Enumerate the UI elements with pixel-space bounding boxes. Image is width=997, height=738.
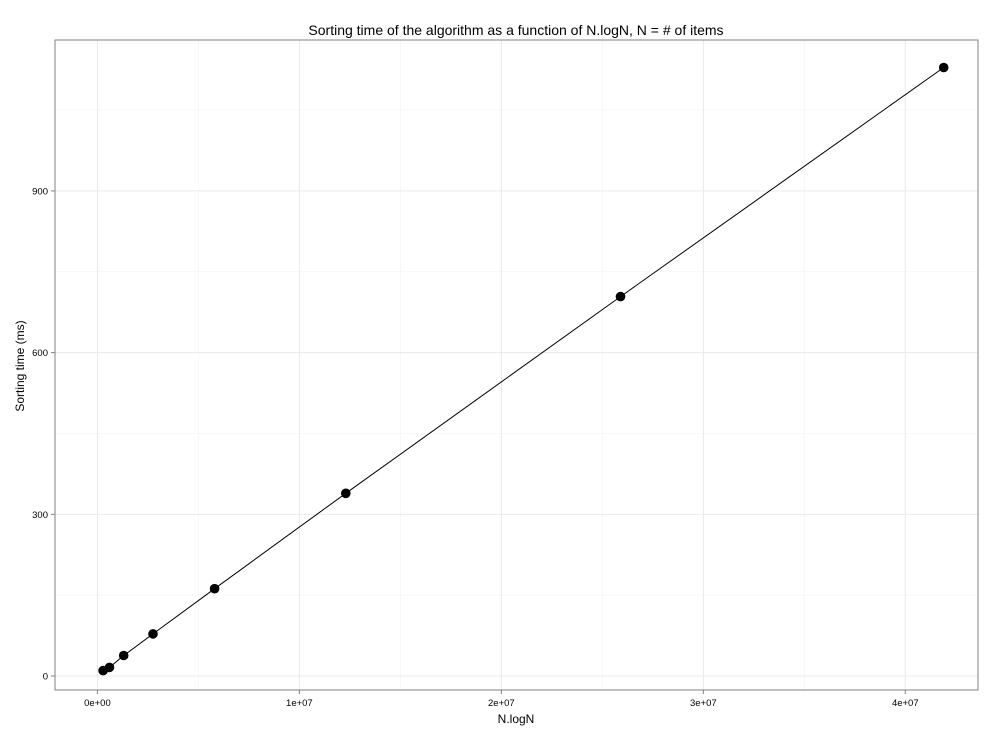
x-tick-label: 1e+07 xyxy=(286,698,313,709)
x-tick-label: 2e+07 xyxy=(488,698,515,709)
x-tick-label: 3e+07 xyxy=(690,698,717,709)
data-point xyxy=(148,629,158,639)
y-axis-title: Sorting time (ms) xyxy=(13,320,27,411)
plot-panel-border xyxy=(54,39,979,691)
data-point xyxy=(615,291,626,302)
y-tick-label: 0 xyxy=(43,671,48,682)
y-tick-label: 900 xyxy=(32,186,48,197)
data-point xyxy=(104,662,115,673)
data-point xyxy=(118,650,129,661)
data-point xyxy=(938,62,949,73)
data-point xyxy=(341,488,351,499)
y-tick-label: 300 xyxy=(32,510,48,521)
chart-title: Sorting time of the algorithm as a funct… xyxy=(308,22,723,38)
plot-area: 0e+00 1e+07 2e+07 3e+07 4e+07 0 300 600 900 xyxy=(32,39,979,709)
x-axis-title: N.logN xyxy=(498,712,535,726)
x-tick-label: 4e+07 xyxy=(892,698,919,709)
data-point xyxy=(209,583,220,594)
series-line xyxy=(102,67,944,672)
x-tick-label: 0e+00 xyxy=(84,698,111,709)
y-tick-label: 600 xyxy=(32,348,48,359)
